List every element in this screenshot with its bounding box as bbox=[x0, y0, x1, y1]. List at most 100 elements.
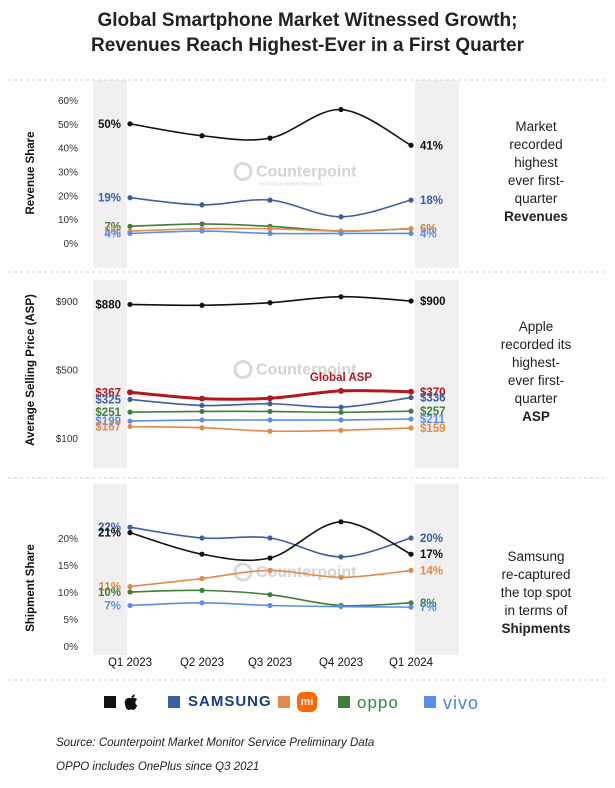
data-point-xiaomi bbox=[408, 226, 414, 232]
data-label-last-apple: 17% bbox=[420, 549, 443, 561]
data-point-samsung bbox=[338, 404, 344, 410]
footnote-oppo: OPPO includes OnePlus since Q3 2021 bbox=[56, 761, 260, 773]
data-label-first-apple: $880 bbox=[95, 299, 121, 311]
data-point-vivo bbox=[267, 230, 273, 237]
chart-title-line-2: Revenues Reach Highest-Ever in a First Q… bbox=[91, 35, 524, 56]
highlight-band-last bbox=[415, 484, 459, 655]
watermark-subtext: Technology Market Research bbox=[258, 182, 323, 188]
y-tick-label: 30% bbox=[58, 168, 78, 179]
data-point-oppo bbox=[127, 223, 133, 229]
data-point-apple bbox=[127, 121, 133, 127]
chart-title: Global Smartphone Market Witnessed Growt… bbox=[0, 8, 615, 58]
side-note-line: recorded its bbox=[500, 337, 572, 352]
data-point-xiaomi bbox=[408, 425, 414, 431]
highlight-band-first bbox=[93, 280, 127, 468]
chart-title-line-1: Global Smartphone Market Witnessed Growt… bbox=[97, 10, 518, 31]
data-point-apple bbox=[267, 135, 273, 141]
data-point-apple bbox=[199, 302, 205, 308]
data-label-last-vivo: 7% bbox=[420, 602, 437, 614]
series-line-samsung bbox=[129, 526, 412, 558]
data-label-first-samsung: $325 bbox=[95, 394, 121, 406]
side-note-line: quarter bbox=[514, 391, 558, 406]
side-note-emphasis: Shipments bbox=[501, 621, 571, 636]
legend-swatch-apple bbox=[104, 696, 116, 708]
data-point-oppo bbox=[199, 587, 205, 593]
data-label-first-oppo: 7% bbox=[104, 221, 121, 233]
data-point-vivo bbox=[338, 230, 344, 237]
data-label-first-xiaomi: 11% bbox=[99, 582, 121, 594]
data-label-first-apple: 21% bbox=[98, 528, 121, 540]
data-label-first-oppo: $251 bbox=[95, 407, 121, 419]
data-point-xiaomi bbox=[127, 423, 133, 430]
vivo-wordmark: vivo bbox=[443, 693, 480, 713]
data-point-samsung bbox=[338, 214, 344, 220]
data-label-first-oppo: 10% bbox=[98, 587, 121, 599]
data-point-oppo bbox=[267, 592, 273, 598]
data-point-vivo bbox=[408, 604, 414, 610]
x-tick-label: Q2 2023 bbox=[180, 657, 224, 669]
data-point-xiaomi bbox=[408, 567, 414, 574]
data-point-vivo bbox=[338, 603, 344, 610]
data-point-oppo bbox=[267, 408, 273, 415]
y-tick-label: $500 bbox=[56, 366, 79, 377]
data-point-apple bbox=[127, 530, 133, 536]
highlight-band-first bbox=[93, 484, 127, 655]
side-note-revenue: Market recorded highest ever first- quar… bbox=[470, 118, 602, 226]
data-point-vivo bbox=[408, 230, 414, 237]
footnote-source: Source: Counterpoint Market Monitor Serv… bbox=[56, 737, 375, 749]
data-point-samsung bbox=[127, 524, 133, 530]
y-axis-label: Revenue Share bbox=[25, 131, 37, 214]
data-point-samsung bbox=[267, 535, 273, 541]
side-note-line: quarter bbox=[514, 191, 558, 206]
side-note-emphasis: Revenues bbox=[504, 209, 568, 224]
data-point-global-asp bbox=[338, 387, 344, 394]
y-tick-label: 40% bbox=[58, 144, 78, 155]
data-point-xiaomi bbox=[267, 428, 273, 434]
side-note-line: highest bbox=[514, 155, 558, 170]
data-point-vivo bbox=[408, 416, 414, 422]
data-point-global-asp bbox=[199, 395, 205, 402]
data-point-vivo bbox=[267, 602, 273, 609]
data-label-last-vivo: 4% bbox=[420, 228, 437, 240]
data-point-apple bbox=[199, 551, 205, 557]
data-label-last-samsung: 18% bbox=[420, 195, 443, 207]
data-point-oppo bbox=[408, 408, 414, 414]
side-note-line: ever first- bbox=[507, 373, 565, 388]
x-tick-label: Q3 2023 bbox=[248, 657, 292, 669]
series-label-global-asp: Global ASP bbox=[310, 372, 373, 384]
y-tick-label: 10% bbox=[58, 215, 78, 226]
side-note-line: Samsung bbox=[507, 549, 565, 564]
x-tick-label: Q1 2024 bbox=[389, 657, 434, 669]
data-point-samsung bbox=[408, 535, 414, 541]
data-point-apple bbox=[267, 300, 273, 306]
x-tick-label: Q4 2023 bbox=[319, 657, 363, 669]
oppo-wordmark: oppo bbox=[357, 693, 399, 712]
y-tick-label: 5% bbox=[64, 615, 79, 626]
data-label-first-xiaomi: $167 bbox=[95, 422, 121, 434]
y-tick-label: 20% bbox=[58, 534, 78, 545]
y-axis-label: Shipment Share bbox=[25, 544, 37, 632]
data-point-oppo bbox=[408, 600, 414, 606]
data-label-last-samsung: $336 bbox=[420, 393, 446, 405]
data-point-vivo bbox=[338, 417, 344, 423]
data-point-oppo bbox=[199, 221, 205, 227]
side-note-line: ever first- bbox=[507, 173, 565, 188]
data-point-samsung bbox=[199, 402, 205, 409]
data-label-first-samsung: 19% bbox=[98, 193, 121, 205]
y-tick-label: 0% bbox=[64, 642, 79, 653]
watermark-text: Counterpoint bbox=[256, 362, 357, 379]
data-label-last-samsung: 20% bbox=[420, 533, 443, 545]
data-label-first-vivo: 7% bbox=[104, 601, 121, 613]
side-note-line: recorded bbox=[509, 137, 563, 152]
apple-logo-icon bbox=[124, 694, 138, 711]
data-point-samsung bbox=[127, 396, 133, 403]
highlight-band-first bbox=[93, 80, 127, 268]
data-point-xiaomi bbox=[199, 425, 205, 431]
data-label-last-xiaomi: 6% bbox=[420, 224, 437, 236]
data-point-samsung bbox=[267, 197, 273, 203]
highlight-band-last bbox=[415, 80, 459, 268]
data-point-samsung bbox=[127, 195, 133, 201]
data-label-first-xiaomi: 5% bbox=[104, 226, 121, 238]
data-point-xiaomi bbox=[338, 574, 344, 581]
side-note-shipment: Samsung re-captured the top spot in term… bbox=[470, 548, 602, 638]
